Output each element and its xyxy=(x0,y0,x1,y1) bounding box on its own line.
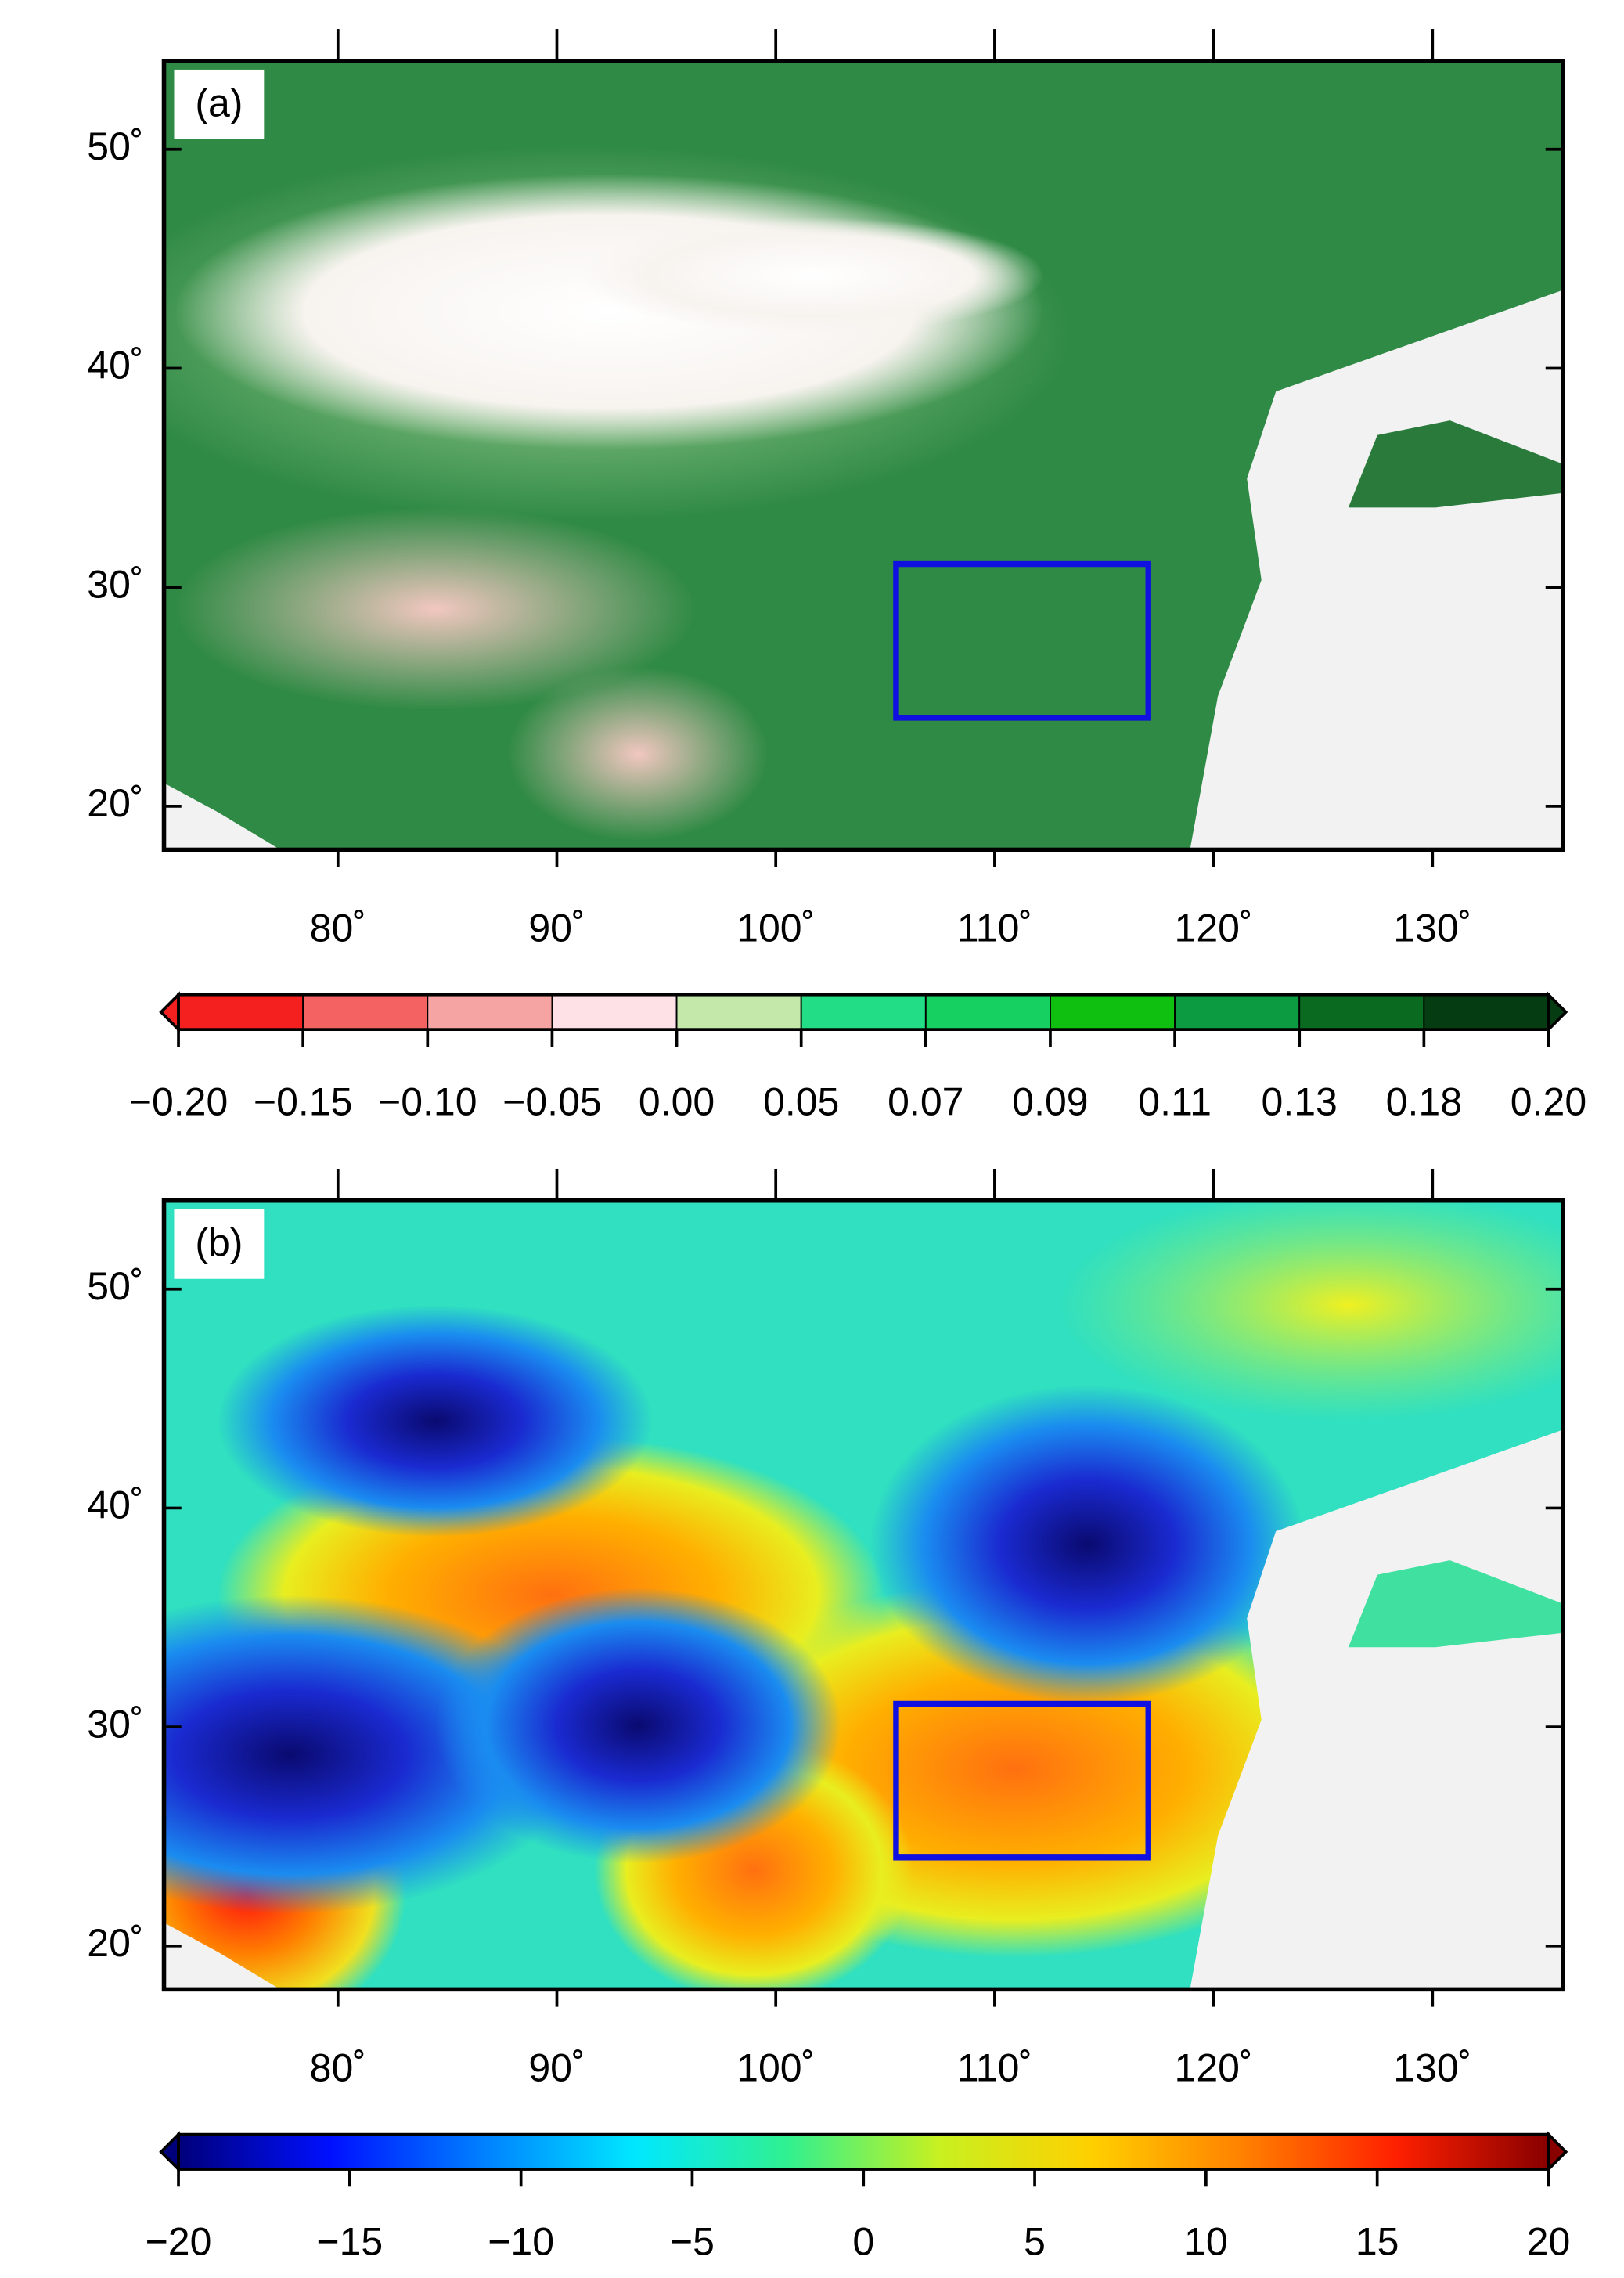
lat-label: 30˚ xyxy=(87,1702,143,1746)
colorbar-label: 0.18 xyxy=(1386,1080,1462,1124)
colorbar-label: 0.20 xyxy=(1511,1080,1586,1124)
colorbar-segment xyxy=(1423,993,1550,1031)
lon-label: 100˚ xyxy=(736,2046,815,2089)
lon-label: 80˚ xyxy=(310,906,366,950)
colorbar-segment xyxy=(675,993,802,1031)
colorbar-frame xyxy=(177,993,1550,1032)
lon-label: 90˚ xyxy=(528,906,585,950)
colorbar-arrow xyxy=(159,2131,180,2173)
lat-label: 20˚ xyxy=(87,1921,143,1965)
study-box xyxy=(893,560,1151,721)
colorbar-label: 10 xyxy=(1184,2220,1228,2264)
colorbar-label: 0.05 xyxy=(763,1080,839,1124)
map-a xyxy=(164,60,1564,850)
colorbar-segment xyxy=(924,993,1051,1031)
colorbar-segment xyxy=(302,993,429,1031)
colorbar-label: 0 xyxy=(852,2220,874,2264)
colorbar-arrow xyxy=(1547,991,1568,1033)
lon-label: 80˚ xyxy=(310,2046,366,2089)
lat-label: 50˚ xyxy=(87,124,143,168)
colorbar-label: −5 xyxy=(670,2220,715,2264)
colorbar-label: −0.20 xyxy=(129,1080,229,1124)
colorbar-label: 20 xyxy=(1527,2220,1571,2264)
colorbar-label: 5 xyxy=(1024,2220,1046,2264)
lon-label: 100˚ xyxy=(736,906,815,950)
lat-label: 20˚ xyxy=(87,781,143,825)
colorbar-segment xyxy=(551,993,678,1031)
label-bg xyxy=(174,69,265,139)
lat-label: 30˚ xyxy=(87,562,143,606)
annotations: (a) 50˚ 40˚ 30˚ 20˚ 80˚ 90˚ 100˚ 110˚ 120˚ 130˚ −0.… xyxy=(87,29,1586,2264)
colorbar-segment xyxy=(1298,993,1425,1031)
colorbar-segment xyxy=(800,993,927,1031)
colorbar-label: 15 xyxy=(1356,2220,1399,2264)
colorbar-segment xyxy=(178,993,304,1031)
colorbar-label: 0.11 xyxy=(1138,1080,1212,1124)
label-bg xyxy=(174,1209,265,1279)
colorbar-label: 0.00 xyxy=(639,1080,715,1124)
colorbar-label: −10 xyxy=(488,2220,554,2264)
map-b xyxy=(164,1200,1564,1990)
lat-label: 50˚ xyxy=(87,1264,143,1308)
colorbar-arrow xyxy=(1547,2131,1568,2173)
map-frame xyxy=(161,59,1565,852)
lon-label: 110˚ xyxy=(957,906,1032,950)
colorbar-label: −0.05 xyxy=(502,1080,602,1124)
lon-label: 130˚ xyxy=(1393,906,1471,950)
colorbar-label: 0.07 xyxy=(888,1080,963,1124)
lon-label: 130˚ xyxy=(1393,2046,1471,2089)
lon-label: 90˚ xyxy=(528,2046,585,2089)
colorbar-label: −15 xyxy=(316,2220,383,2264)
colorbar-label: −0.10 xyxy=(378,1080,477,1124)
lat-label: 40˚ xyxy=(87,344,143,387)
colorbar-label: 0.09 xyxy=(1012,1080,1088,1124)
lat-label: 40˚ xyxy=(87,1483,143,1527)
map-frame xyxy=(161,1198,1565,1992)
lon-label: 120˚ xyxy=(1175,2046,1253,2089)
colorbar-segment xyxy=(1174,993,1301,1031)
colorbar-label: 0.13 xyxy=(1262,1080,1338,1124)
colorbar-label: −20 xyxy=(146,2220,212,2264)
lon-label: 120˚ xyxy=(1175,906,1253,950)
colorbar-arrow xyxy=(159,991,180,1033)
colorbar xyxy=(178,2134,1549,2170)
colorbar-label: −0.15 xyxy=(254,1080,353,1124)
colorbar-segment xyxy=(1050,993,1176,1031)
panel-label: (a) xyxy=(195,81,243,124)
colorbar-segment xyxy=(427,993,553,1031)
study-box xyxy=(893,1700,1151,1861)
panel-label: (b) xyxy=(195,1220,243,1264)
lon-label: 110˚ xyxy=(957,2046,1032,2089)
